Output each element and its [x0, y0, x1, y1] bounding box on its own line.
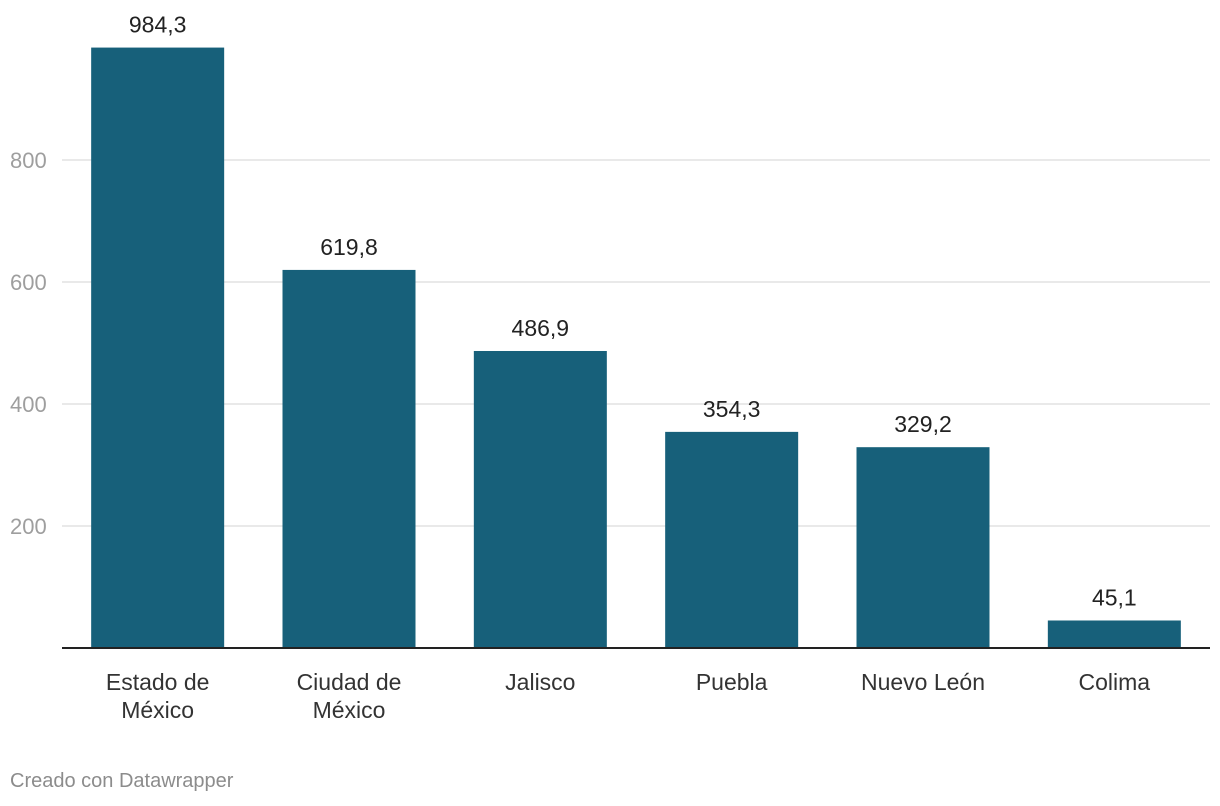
data-label: 619,8	[320, 234, 378, 260]
grid-layer: 200 400 600 800	[10, 148, 1210, 539]
bar	[282, 269, 416, 648]
x-tick-label: Nuevo León	[861, 669, 985, 695]
bar	[473, 350, 607, 648]
x-tick-label: México	[313, 697, 386, 723]
bar	[1047, 620, 1181, 648]
y-tick-label: 200	[10, 514, 47, 539]
bar	[91, 47, 225, 648]
x-tick-label: Ciudad de	[297, 669, 402, 695]
x-tick-label: Estado de	[106, 669, 210, 695]
y-tick-label: 400	[10, 392, 47, 417]
x-tick-label: México	[121, 697, 194, 723]
data-label: 354,3	[703, 396, 761, 422]
bar	[856, 447, 990, 648]
data-label: 984,3	[129, 12, 187, 38]
x-tick-label: Jalisco	[505, 669, 575, 695]
y-tick-label: 800	[10, 148, 47, 173]
data-label: 329,2	[894, 411, 952, 437]
bar	[665, 431, 799, 648]
data-label: 486,9	[512, 315, 570, 341]
y-tick-label: 600	[10, 270, 47, 295]
x-tick-label: Puebla	[696, 669, 768, 695]
data-label: 45,1	[1092, 584, 1137, 610]
footer-credit: Creado con Datawrapper	[10, 770, 234, 792]
x-tick-label: Colima	[1079, 669, 1151, 695]
